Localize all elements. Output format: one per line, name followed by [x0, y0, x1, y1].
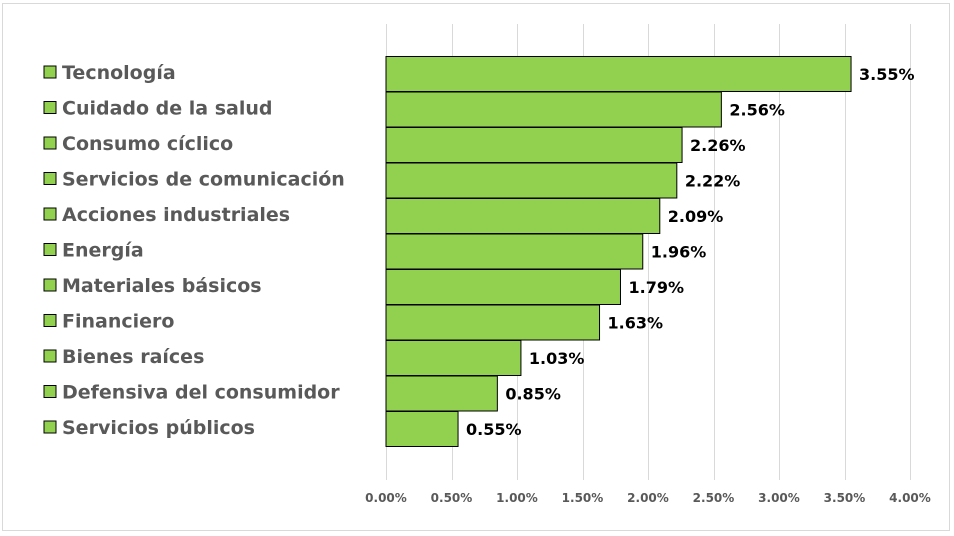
x-tick-label-6: 3.00%: [758, 491, 800, 505]
value-label-3: 2.22%: [685, 172, 741, 191]
legend-entry-3: Servicios de comunicación: [62, 169, 345, 191]
bars: [385, 56, 852, 447]
value-label-9: 0.85%: [505, 385, 561, 404]
bar-10: [385, 411, 459, 447]
bar-6: [385, 269, 621, 305]
legend-swatch-10: [43, 420, 57, 434]
legend-swatch-7: [43, 314, 57, 327]
legend-swatch-5: [43, 243, 57, 256]
x-tick-label-2: 1.00%: [496, 491, 538, 505]
value-label-0: 3.55%: [859, 65, 915, 84]
value-label-8: 1.03%: [529, 349, 585, 368]
x-tick-label-0: 0.00%: [365, 491, 407, 505]
value-label-5: 1.96%: [651, 243, 707, 262]
legend-entry-4: Acciones industriales: [62, 204, 290, 226]
bar-2: [385, 127, 683, 163]
bar-5: [385, 233, 644, 270]
legend-entry-10: Servicios públicos: [62, 417, 255, 439]
legend-swatch-1: [43, 101, 57, 114]
legend: Tecnología Cuidado de la salud Consumo cíc…: [43, 62, 345, 439]
legend-entry-6: Materiales básicos: [62, 275, 262, 297]
bar-1: [385, 91, 722, 128]
x-tick-label-7: 3.50%: [824, 491, 866, 505]
x-axis-tick-labels: 0.00% 0.50% 1.00% 1.50% 2.00% 2.50% 3.00% 3.50%…: [365, 491, 931, 505]
legend-swatch-9: [43, 385, 57, 398]
bar-0: [385, 56, 852, 92]
legend-swatch-0: [43, 65, 57, 79]
legend-swatch-8: [43, 349, 57, 363]
bar-3: [385, 162, 678, 199]
legend-entry-7: Financiero: [62, 311, 174, 333]
value-label-2: 2.26%: [690, 136, 746, 155]
bar-9: [385, 375, 498, 412]
legend-entry-1: Cuidado de la salud: [62, 98, 273, 120]
legend-entry-0: Tecnología: [62, 62, 176, 84]
bar-8: [385, 340, 522, 376]
legend-entry-2: Consumo cíclico: [62, 133, 233, 155]
x-tick-label-3: 1.50%: [562, 491, 604, 505]
legend-swatch-4: [43, 207, 57, 221]
x-tick-label-5: 2.50%: [693, 491, 735, 505]
legend-swatch-6: [43, 278, 57, 292]
x-tick-label-8: 4.00%: [889, 491, 931, 505]
x-tick-label-4: 2.00%: [627, 491, 669, 505]
legend-swatch-2: [43, 136, 57, 150]
x-tick-label-1: 0.50%: [431, 491, 473, 505]
legend-entry-5: Energía: [62, 240, 144, 262]
bar-7: [385, 304, 601, 341]
legend-entry-8: Bienes raíces: [62, 346, 204, 368]
value-label-4: 2.09%: [668, 207, 724, 226]
value-label-1: 2.56%: [729, 101, 785, 120]
legend-swatch-3: [43, 172, 57, 185]
legend-entry-9: Defensiva del consumidor: [62, 382, 340, 404]
value-labels: 3.55% 2.56% 2.26% 2.22% 2.09% 1.96% 1.79% 1.63%…: [466, 65, 915, 439]
value-label-10: 0.55%: [466, 420, 522, 439]
value-label-6: 1.79%: [628, 278, 684, 297]
bar-4: [385, 198, 661, 234]
value-label-7: 1.63%: [608, 314, 664, 333]
